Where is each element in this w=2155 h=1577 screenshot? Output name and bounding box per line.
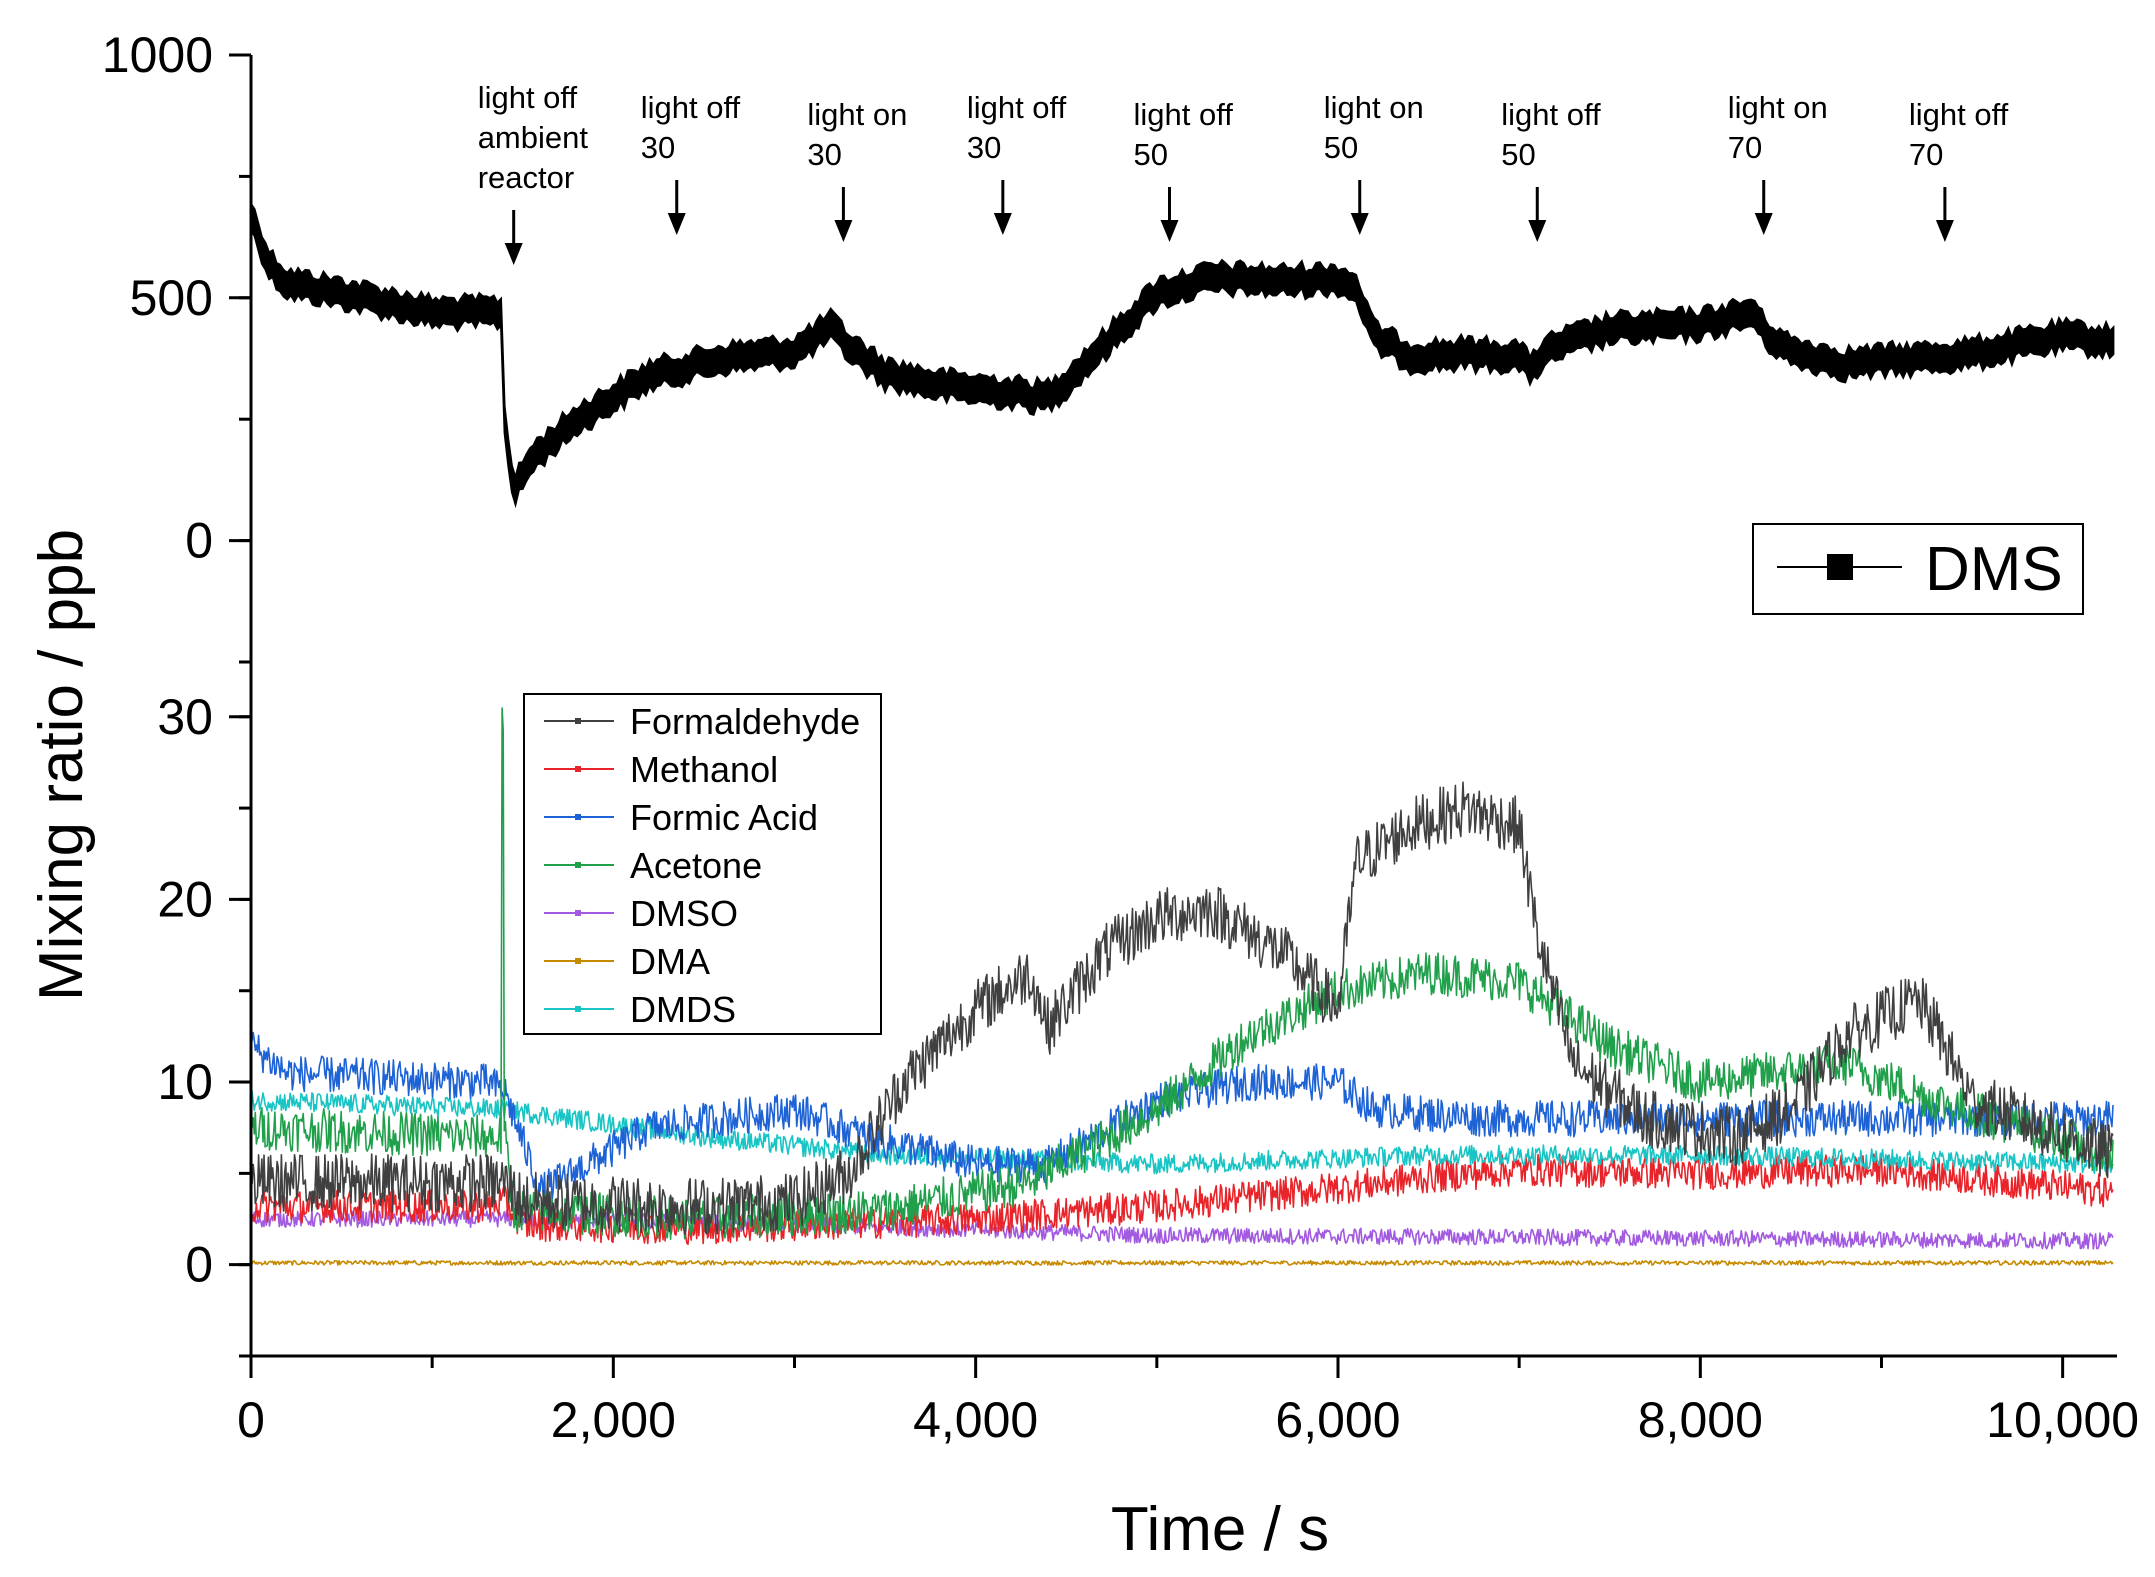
legend-label: Formic Acid (630, 797, 818, 838)
top-legend-label: DMS (1925, 535, 2063, 604)
annotation-text: light on (807, 97, 907, 132)
top-y-tick-label: 500 (130, 270, 213, 326)
annotation-text: reactor (478, 160, 574, 195)
bottom-legend: Formaldehyde Methanol Formic Acid Acetone DM… (523, 693, 882, 1035)
legend-marker (575, 1006, 581, 1012)
annotation-text: light off (1134, 97, 1234, 132)
annotation-text: light off (478, 80, 578, 115)
y-axis-title: Mixing ratio / ppb (27, 529, 96, 1001)
light-annotations: light off ambient reactor light off 30 light … (478, 80, 2009, 265)
legend-label: DMDS (630, 989, 736, 1030)
legend-label: DMA (630, 941, 710, 982)
annotation-text: light off (1909, 97, 2009, 132)
annotation-text: light on (1324, 90, 1424, 125)
x-axis-title: Time / s (1111, 1495, 1329, 1564)
legend-marker (575, 766, 581, 772)
methanol-series (250, 1153, 2114, 1245)
legend-marker (575, 814, 581, 820)
x-axis-ticks: 0 2,000 4,000 6,000 8,000 10,000 (237, 1356, 2139, 1448)
annotation-text: ambient (478, 120, 589, 155)
annotation-text: 70 (1728, 130, 1762, 165)
bottom-y-tick-label: 0 (185, 1237, 213, 1293)
bottom-y-tick-label: 20 (157, 871, 213, 927)
legend-label: DMSO (630, 893, 738, 934)
legend-marker (575, 718, 581, 724)
annotation-text: 30 (967, 130, 1001, 165)
formaldehyde-series (250, 781, 2114, 1236)
legend-label: Formaldehyde (630, 701, 860, 742)
annotation-text: light off (641, 90, 741, 125)
x-tick-label: 2,000 (551, 1392, 676, 1448)
down-arrow-icon (1160, 220, 1179, 242)
bottom-y-tick-label: 10 (157, 1054, 213, 1110)
x-tick-label: 8,000 (1638, 1392, 1763, 1448)
down-arrow-icon (1754, 213, 1773, 235)
down-arrow-icon (993, 213, 1012, 235)
top-legend: DMS (1752, 523, 2084, 615)
down-arrow-icon (1528, 220, 1547, 242)
down-arrow-icon (834, 220, 853, 242)
annotation-text: light off (967, 90, 1067, 125)
top-legend-marker (1827, 554, 1853, 580)
down-arrow-icon (667, 213, 686, 235)
annotation-text: 30 (807, 137, 841, 172)
top-y-tick-label: 0 (185, 513, 213, 569)
top-panel-y-ticks: 0 500 1000 (102, 27, 251, 664)
down-arrow-icon (1935, 220, 1954, 242)
down-arrow-icon (1350, 213, 1369, 235)
annotation-text: light on (1728, 90, 1828, 125)
x-tick-label: 4,000 (913, 1392, 1038, 1448)
legend-label: Acetone (630, 845, 762, 886)
annotation-text: light off (1501, 97, 1601, 132)
dma-series (250, 1259, 2114, 1266)
top-panel-series (250, 200, 2115, 509)
axes (249, 55, 2117, 1358)
x-tick-label: 6,000 (1275, 1392, 1400, 1448)
dmds-series (250, 1090, 2114, 1175)
top-y-tick-label: 1000 (102, 27, 213, 83)
bottom-y-tick-label: 30 (157, 689, 213, 745)
annotation-text: 50 (1324, 130, 1358, 165)
annotation-text: 50 (1134, 137, 1168, 172)
bottom-panel-y-ticks: 0 10 20 30 (157, 689, 251, 1358)
legend-marker (575, 910, 581, 916)
annotation-text: 30 (641, 130, 675, 165)
annotation-text: 50 (1501, 137, 1535, 172)
top-legend-box (1752, 523, 2084, 615)
dms-series (250, 200, 2115, 509)
x-tick-label: 0 (237, 1392, 265, 1448)
legend-label: Methanol (630, 749, 778, 790)
acetone-series (250, 707, 2114, 1240)
x-tick-label: 10,000 (1986, 1392, 2139, 1448)
legend-marker (575, 958, 581, 964)
legend-marker (575, 862, 581, 868)
down-arrow-icon (504, 243, 523, 265)
bottom-panel-series (250, 707, 2114, 1266)
annotation-text: 70 (1909, 137, 1943, 172)
